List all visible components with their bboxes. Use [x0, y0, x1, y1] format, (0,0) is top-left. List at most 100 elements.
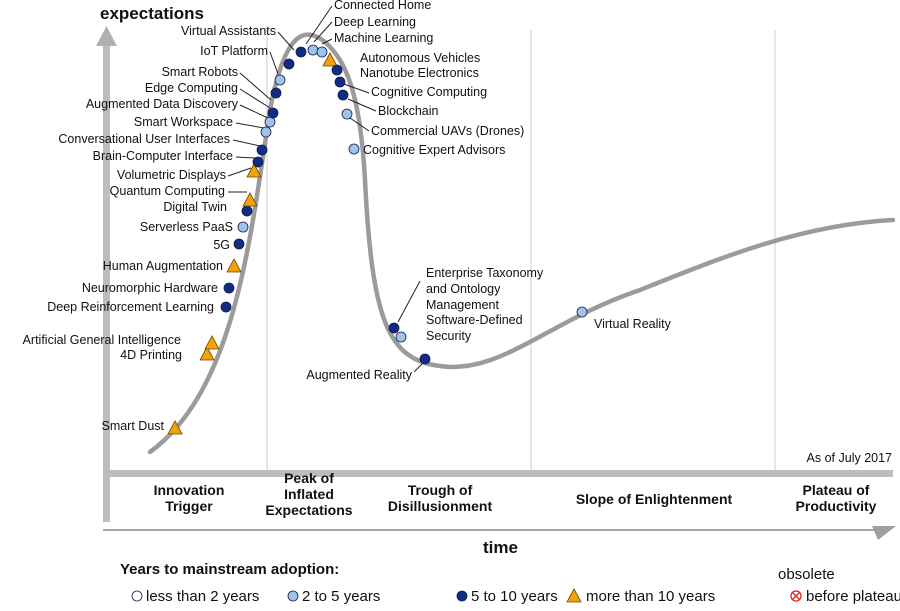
tech-smart-dust-marker [167, 420, 183, 435]
tech-human-augmentation-label: Human Augmentation [103, 259, 223, 273]
legend-marker-lt2 [131, 590, 143, 602]
tech-edge-computing-label: Edge Computing [145, 81, 238, 95]
legend-marker-obsolete [790, 590, 802, 602]
tech-edge-computing-marker [267, 107, 279, 119]
tech-volumetric-displays-label: Volumetric Displays [117, 168, 226, 182]
tech-nanotube-electronics-label: Nanotube Electronics [360, 66, 479, 80]
tech-smart-workspace-marker [260, 126, 272, 138]
tech-connected-home-marker [295, 46, 307, 58]
legend-title: Years to mainstream adoption: [120, 561, 339, 578]
tech-blockchain-marker [337, 89, 349, 101]
tech-augmented-data-discovery-label: Augmented Data Discovery [86, 97, 239, 111]
tech-brain-computer-interface-marker [252, 156, 264, 168]
legend-label-obsolete-2: before plateau [806, 588, 900, 605]
tech-digital-twin-marker [241, 205, 253, 217]
tech-quantum-computing-marker [242, 192, 258, 207]
tech-machine-learning-marker [316, 46, 328, 58]
tech-edge-computing-leader [239, 88, 271, 109]
tech-artificial-general-intelligence-label: Artificial General Intelligence [23, 333, 181, 347]
legend-marker-gt10 [566, 588, 582, 603]
legend-label-lt2: less than 2 years [146, 588, 259, 605]
tech-smart-robots-leader [239, 72, 272, 101]
tech-deep-learning-marker [307, 44, 319, 56]
tech-enterprise-taxonomy-and-ontology-management-label: Enterprise Taxonomy and Ontology Managemen… [426, 266, 544, 312]
legend-label-obsolete-1: obsolete [778, 566, 835, 583]
legend-label-2to5: 2 to 5 years [302, 588, 380, 605]
tech-virtual-assistants-marker [283, 58, 295, 70]
legend-label-gt10: more than 10 years [586, 588, 715, 605]
tech-smart-robots-marker [270, 87, 282, 99]
tech-smart-workspace-label: Smart Workspace [134, 115, 233, 129]
tech-neuromorphic-hardware-label: Neuromorphic Hardware [82, 281, 218, 295]
tech-deep-learning-leader [313, 21, 333, 43]
tech-deep-reinforcement-learning-marker [220, 301, 232, 313]
tech-brain-computer-interface-label: Brain-Computer Interface [93, 149, 233, 163]
legend-label-5to10: 5 to 10 years [471, 588, 558, 605]
tech-augmented-reality-label: Augmented Reality [306, 368, 412, 382]
tech-4d-printing-marker [199, 346, 215, 361]
tech-quantum-computing-label: Quantum Computing [110, 184, 225, 198]
as-of-date-note: As of July 2017 [807, 451, 893, 465]
tech-neuromorphic-hardware-marker [223, 282, 235, 294]
tech-enterprise-taxonomy-and-ontology-management-marker [388, 322, 400, 334]
y-axis-title: expectations [100, 4, 204, 23]
tech-software-defined-security-label: Software-Defined Security [426, 313, 523, 343]
tech-artificial-general-intelligence-marker [204, 335, 220, 350]
tech-nanotube-electronics-marker [331, 64, 343, 76]
legend-marker-2to5 [287, 590, 299, 602]
tech-connected-home-leader [305, 5, 333, 45]
tech-conversational-user-interfaces-label: Conversational User Interfaces [58, 132, 230, 146]
tech-virtual-assistants-label: Virtual Assistants [181, 24, 276, 38]
tech-smart-dust-label: Smart Dust [101, 419, 164, 433]
phase-label-4: Slope of Enlightenment [576, 491, 733, 507]
legend-marker-obsolete-cross [792, 592, 800, 600]
tech-virtual-assistants-leader [277, 31, 295, 51]
tech-5g-marker [233, 238, 245, 250]
tech-software-defined-security-marker [395, 331, 407, 343]
phase-label-3: Trough of Disillusionment [388, 482, 493, 514]
tech-commercial-uavs-drones-marker [341, 108, 353, 120]
tech-digital-twin-label: Digital Twin [163, 200, 227, 214]
tech-iot-platform-marker [274, 74, 286, 86]
tech-deep-reinforcement-learning-label: Deep Reinforcement Learning [47, 300, 214, 314]
tech-conversational-user-interfaces-marker [256, 144, 268, 156]
x-axis-arrow [872, 526, 896, 540]
tech-connected-home-label: Connected Home [334, 0, 431, 12]
tech-cognitive-computing-leader [343, 83, 370, 94]
tech-human-augmentation-marker [226, 258, 242, 273]
tech-enterprise-taxonomy-and-ontology-management-leader [397, 280, 421, 323]
tech-machine-learning-leader [321, 38, 333, 45]
tech-brain-computer-interface-leader [235, 156, 257, 159]
tech-volumetric-displays-marker [246, 163, 262, 178]
tech-smart-workspace-leader [235, 122, 265, 129]
legend-marker-5to10 [456, 590, 468, 602]
x-axis-title: time [483, 538, 518, 557]
tech-commercial-uavs-drones-leader [349, 117, 370, 132]
tech-serverless-paas-marker [237, 221, 249, 233]
tech-volumetric-displays-leader [227, 167, 252, 177]
tech-conversational-user-interfaces-leader [232, 139, 261, 147]
tech-cognitive-expert-advisors-label: Cognitive Expert Advisors [363, 143, 505, 157]
hype-curve [147, 32, 896, 455]
phase-label-5: Plateau of Productivity [796, 482, 877, 514]
tech-virtual-reality-label: Virtual Reality [594, 317, 672, 331]
tech-deep-learning-label: Deep Learning [334, 15, 416, 29]
tech-autonomous-vehicles-marker [322, 52, 338, 67]
phase-label-1: Innovation Trigger [154, 482, 225, 514]
tech-iot-platform-leader [269, 51, 279, 75]
tech-smart-robots-label: Smart Robots [162, 65, 238, 79]
tech-autonomous-vehicles-label: Autonomous Vehicles [360, 51, 480, 65]
tech-5g-label: 5G [213, 238, 230, 252]
tech-commercial-uavs-drones-label: Commercial UAVs (Drones) [371, 124, 524, 138]
tech-cognitive-computing-marker [334, 76, 346, 88]
tech-cognitive-expert-advisors-marker [348, 143, 360, 155]
x-axis-bar [103, 470, 893, 477]
y-axis-bar [103, 42, 110, 522]
tech-augmented-reality-marker [419, 353, 431, 365]
tech-serverless-paas-label: Serverless PaaS [140, 220, 233, 234]
tech-blockchain-leader [347, 98, 377, 112]
tech-cognitive-computing-label: Cognitive Computing [371, 85, 487, 99]
tech-machine-learning-label: Machine Learning [334, 31, 433, 45]
